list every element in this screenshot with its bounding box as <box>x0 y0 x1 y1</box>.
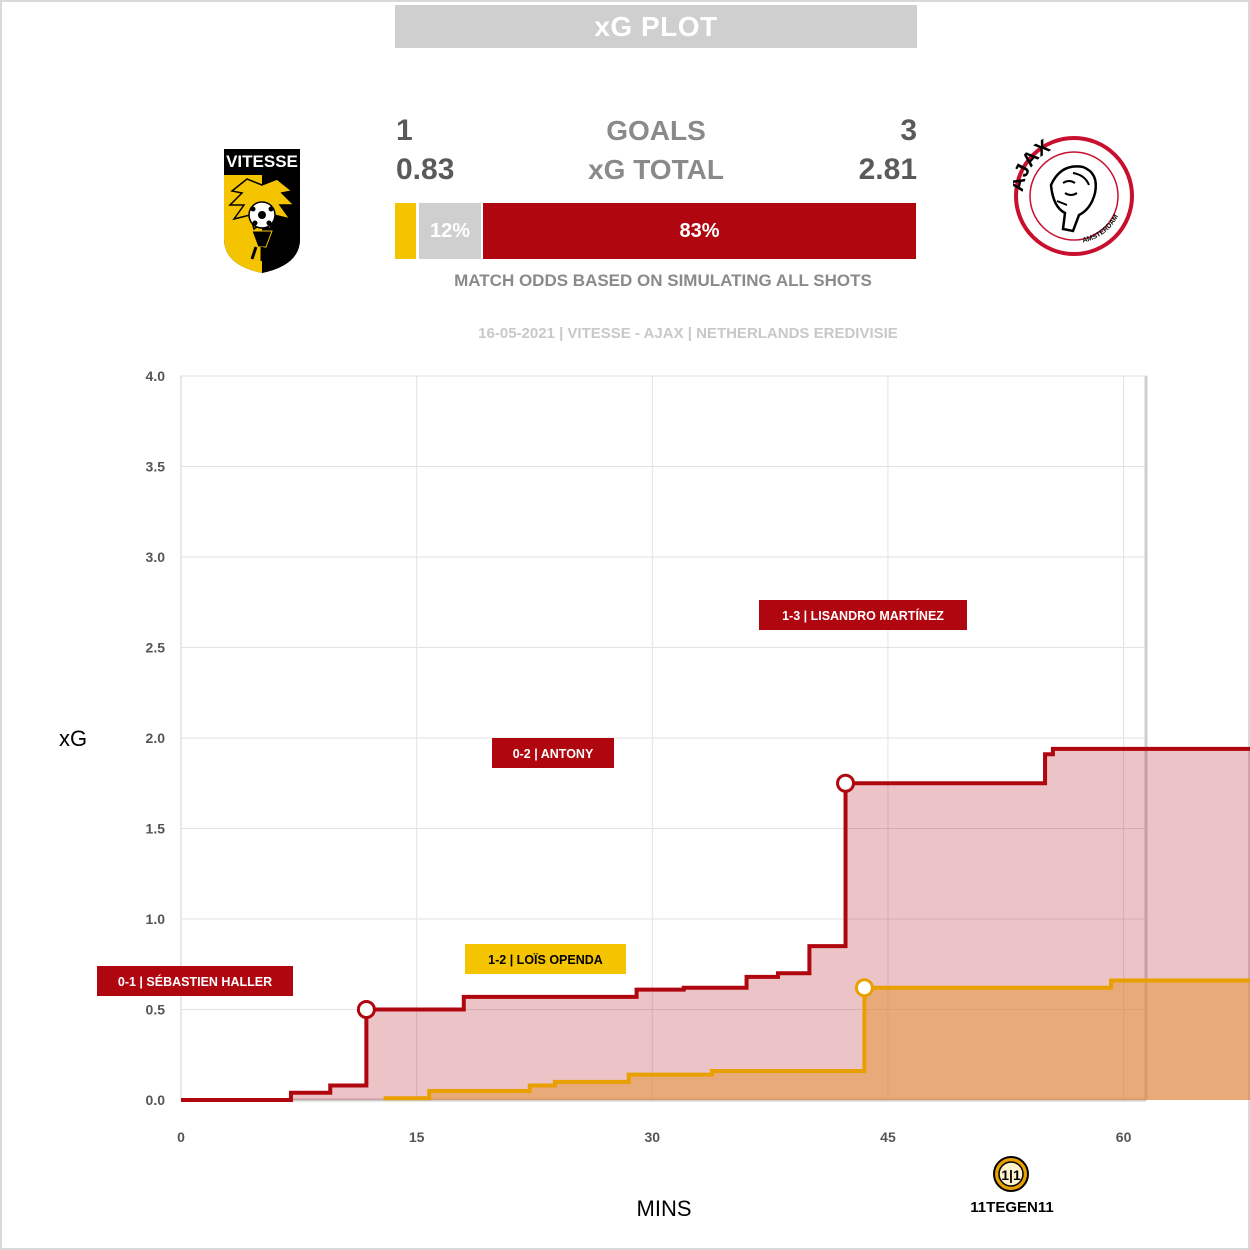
y-axis-label: xG <box>59 726 87 751</box>
away-xg-total: 2.81 <box>858 153 917 186</box>
y-tick-label: 4.0 <box>146 368 166 384</box>
annotation-label: 0-2 | ANTONY <box>513 747 594 761</box>
away-goals: 3 <box>900 114 917 147</box>
page-title: xG PLOT <box>395 5 917 48</box>
annotation-label: 0-1 | SÉBASTIEN HALLER <box>118 974 272 989</box>
x-tick-label: 45 <box>880 1129 896 1145</box>
x-tick-label: 60 <box>1116 1129 1132 1145</box>
match-info: 16-05-2021 | VITESSE - AJAX | NETHERLAND… <box>478 325 898 342</box>
chart-axes: 0.00.51.01.52.02.53.03.54.00153045607590 <box>146 368 1132 1145</box>
goal-marker <box>854 978 874 998</box>
brand-logo: 1|1 11TEGEN11 <box>970 1156 1054 1216</box>
x-tick-label: 0 <box>177 1129 185 1145</box>
y-tick-label: 0.5 <box>146 1002 166 1018</box>
line-ajax <box>181 746 1250 1102</box>
x-tick-label: 15 <box>409 1129 425 1145</box>
y-tick-label: 1.5 <box>146 821 166 837</box>
x-tick-label: 30 <box>645 1129 661 1145</box>
annotation-box <box>492 738 614 768</box>
annotation-box <box>759 600 967 630</box>
goal-marker <box>836 773 856 793</box>
x-axis-label: MINS <box>637 1196 692 1221</box>
home-xg-total: 0.83 <box>396 153 455 186</box>
y-tick-label: 0.0 <box>146 1092 166 1108</box>
home-team-logo: VITESSE <box>224 149 300 273</box>
xg-total-label: xG TOTAL <box>588 154 724 185</box>
chart-lines <box>181 746 1250 1102</box>
chart-annotations: 0-1 | SÉBASTIEN HALLER 0-2 | ANTONY 1-2 | … <box>97 600 967 1019</box>
annotation-box <box>97 966 293 996</box>
away-team-logo: AJAX AMSTERDAM <box>1013 135 1134 256</box>
y-tick-label: 3.5 <box>146 459 166 475</box>
brand-text: 11TEGEN11 <box>970 1199 1053 1216</box>
chart-areas <box>181 748 1250 1100</box>
home-goals: 1 <box>396 114 413 147</box>
annotation-label: 1-2 | LOÏS OPENDA <box>488 952 603 967</box>
odds-away-segment: 83% <box>483 203 916 259</box>
y-tick-label: 2.5 <box>146 640 166 656</box>
y-tick-label: 2.0 <box>146 730 166 746</box>
annotation-box <box>465 944 626 974</box>
odds-draw-segment: 12% <box>419 203 481 259</box>
y-tick-label: 3.0 <box>146 549 166 565</box>
goals-label: GOALS <box>606 115 706 146</box>
odds-caption: MATCH ODDS BASED ON SIMULATING ALL SHOTS <box>454 271 872 290</box>
y-tick-label: 1.0 <box>146 911 166 927</box>
line-vitesse <box>383 978 1250 1101</box>
odds-home-segment <box>395 203 416 259</box>
annotation-label: 1-3 | LISANDRO MARTÍNEZ <box>782 608 944 623</box>
svg-text:1|1: 1|1 <box>1001 1167 1021 1183</box>
home-logo-text: VITESSE <box>226 152 298 171</box>
goal-marker <box>356 1000 376 1019</box>
area-vitesse <box>383 980 1250 1100</box>
